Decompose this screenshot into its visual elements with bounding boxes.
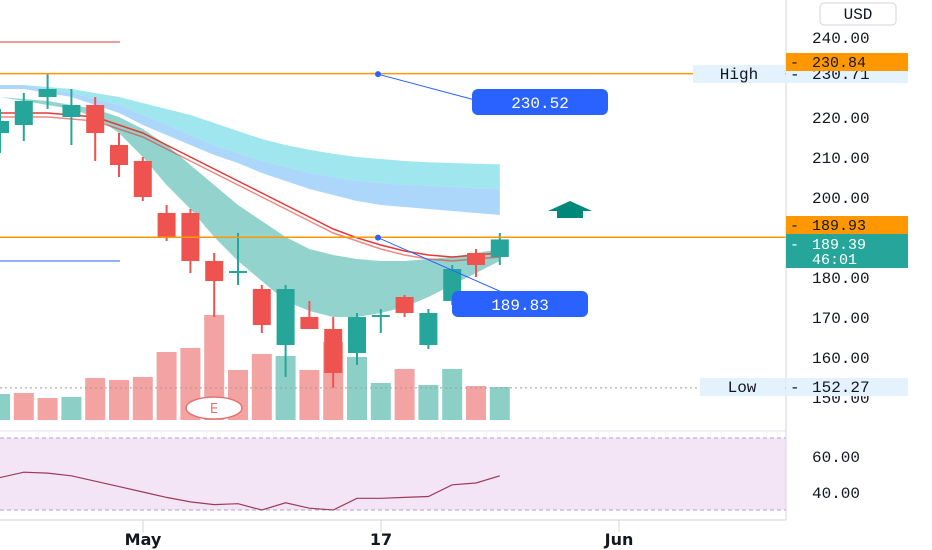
- countdown-value: 46:01: [812, 252, 857, 269]
- candlesticks[interactable]: [0, 74, 509, 388]
- volume-bar: [132, 377, 153, 420]
- currency-label: USD: [844, 6, 873, 24]
- high-text: High: [720, 66, 758, 84]
- volume-bars: [0, 315, 510, 420]
- last-price-tag: - 189.39 46:01: [786, 234, 908, 269]
- volume-bar: [61, 397, 82, 420]
- time-tick-label: Jun: [604, 530, 634, 549]
- candle-body: [229, 271, 247, 273]
- candle-body: [276, 289, 295, 345]
- cyan-cloud: [0, 85, 500, 189]
- volume-bar: [299, 370, 320, 420]
- indicator-clouds: [0, 85, 500, 317]
- currency-button[interactable]: USD: [819, 2, 897, 26]
- time-axis[interactable]: May 17 Jun: [0, 519, 786, 549]
- svg-text:-: -: [790, 55, 799, 72]
- callout-label: 189.83: [491, 297, 549, 315]
- last-price-value: 189.39: [812, 237, 866, 254]
- svg-text:-: -: [790, 237, 799, 254]
- price-tick-label: 220.00: [812, 110, 870, 128]
- volume-bar: [418, 385, 439, 420]
- rsi-tick-label: 60.00: [812, 449, 860, 467]
- candle-body: [252, 289, 271, 325]
- volume-bar: [37, 398, 58, 420]
- rsi-tick-label: 40.00: [812, 485, 860, 503]
- candle-body: [490, 239, 509, 257]
- candle-body: [395, 297, 414, 313]
- price-tag-230: - 230.84: [786, 53, 908, 72]
- candle-body: [110, 145, 128, 165]
- volume-bar: [156, 352, 177, 420]
- low-value: 152.27: [812, 379, 870, 397]
- volume-bar: [0, 394, 10, 420]
- candle-body: [38, 89, 57, 97]
- candle-body: [419, 313, 438, 345]
- svg-text:-: -: [790, 218, 799, 235]
- volume-bar: [489, 387, 510, 420]
- rsi-band: [0, 438, 786, 510]
- price-tick-label: 240.00: [812, 30, 870, 48]
- high-dash: -: [790, 66, 800, 84]
- low-dash: -: [790, 379, 800, 397]
- callout-dot: [375, 234, 381, 241]
- price-tick-label: 180.00: [812, 270, 870, 288]
- volume-bar: [394, 369, 415, 420]
- ema-slow-line: [0, 116, 500, 262]
- earnings-marker[interactable]: E: [185, 396, 243, 420]
- low-text: Low: [728, 379, 757, 397]
- candle-body: [324, 329, 343, 373]
- price-tick-label: 170.00: [812, 310, 870, 328]
- candle-body: [86, 105, 105, 133]
- candle-body: [62, 105, 81, 117]
- candle-body: [157, 213, 176, 237]
- volume-bar: [442, 369, 463, 420]
- up-arrow-icon: [548, 201, 592, 218]
- candle-body: [371, 315, 390, 317]
- callout-dot: [375, 71, 381, 78]
- callout-line: [377, 73, 476, 101]
- candle-body: [467, 253, 485, 265]
- callout-box: [452, 291, 588, 317]
- volume-bar: [370, 383, 391, 420]
- callout-line: [377, 237, 521, 301]
- candle-body: [0, 121, 9, 133]
- ema-fast-line: [0, 112, 500, 258]
- price-tick-label: 200.00: [812, 190, 870, 208]
- volume-bar: [347, 357, 367, 420]
- price-axis[interactable]: 240.00 220.00 210.00 200.00 180.00 170.00 160.…: [785, 0, 870, 520]
- low-label: Low - 152.27: [700, 378, 908, 397]
- price-tick-label: 160.00: [812, 350, 870, 368]
- grid-lines: [142, 520, 620, 532]
- blue-cloud: [0, 85, 500, 215]
- drawing-tools[interactable]: 230.52 189.83: [0, 41, 786, 389]
- volume-bar: [204, 315, 225, 420]
- candle-body: [133, 161, 152, 197]
- volume-bar: [251, 354, 272, 420]
- volume-bar: [13, 393, 34, 420]
- earnings-letter: E: [210, 402, 218, 417]
- time-tick-label: 17: [370, 530, 392, 549]
- volume-bar: [85, 378, 106, 420]
- rsi-pane: 60.00 40.00: [0, 430, 860, 511]
- price-tag-189: - 189.93: [786, 216, 908, 235]
- callout-label: 230.52: [511, 95, 569, 113]
- candle-body: [300, 317, 319, 329]
- callout-box: [472, 89, 608, 115]
- moving-average-lines: [0, 112, 500, 262]
- price-tick-label: 210.00: [812, 150, 870, 168]
- green-cloud: [0, 97, 500, 317]
- candle-body: [205, 261, 224, 281]
- candle-body: [348, 317, 366, 353]
- tag-189-value: 189.93: [812, 218, 866, 235]
- rsi-line: [0, 471, 500, 511]
- tag-230-value: 230.84: [812, 55, 866, 72]
- candle-body: [14, 101, 33, 125]
- time-tick-label: May: [125, 530, 162, 549]
- volume-bar: [109, 380, 129, 420]
- volume-bar: [466, 386, 486, 420]
